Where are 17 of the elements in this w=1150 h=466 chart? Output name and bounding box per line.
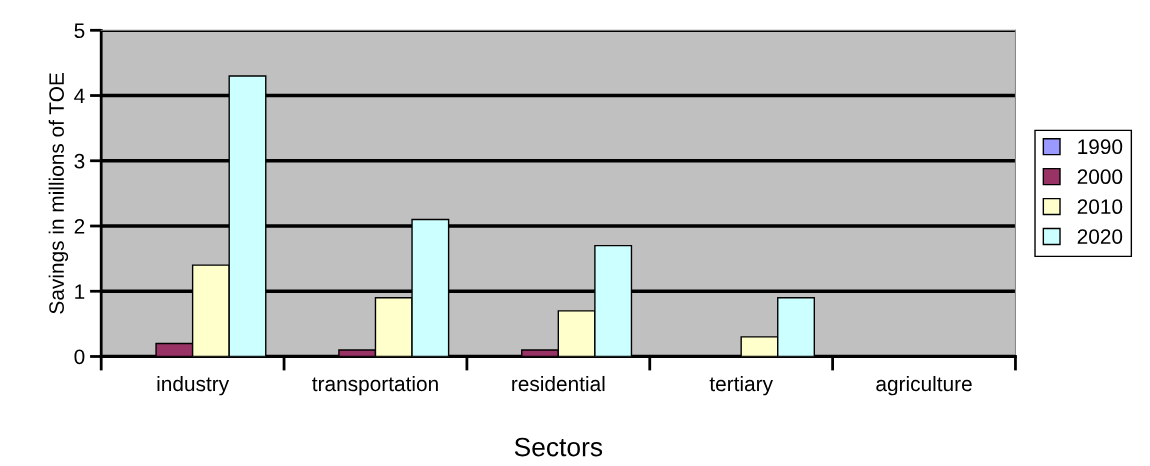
x-tick-label: residential [512,375,605,392]
y-tick-label: 1 [75,284,85,299]
y-tick-label: 2 [74,219,85,234]
x-tick-label: tertiary [709,375,773,396]
y-tick-label: 4 [74,88,85,104]
y-axis-title: Savings in millions of TOE [48,73,69,314]
y-tick-label: 5 [74,23,85,39]
legend-label: 2010 [1077,199,1123,215]
x-tick-label: industry [157,375,230,396]
legend-label: 2020 [1077,229,1123,244]
legend-label: 1990 [1078,139,1123,155]
x-tick-label: transportation [312,375,438,396]
legend-label: 2000 [1077,169,1123,185]
x-axis-title: Sectors [514,437,603,457]
x-tick-label: agriculture [876,375,972,396]
y-tick-label: 3 [74,153,85,169]
y-tick-label: 0 [74,349,85,365]
